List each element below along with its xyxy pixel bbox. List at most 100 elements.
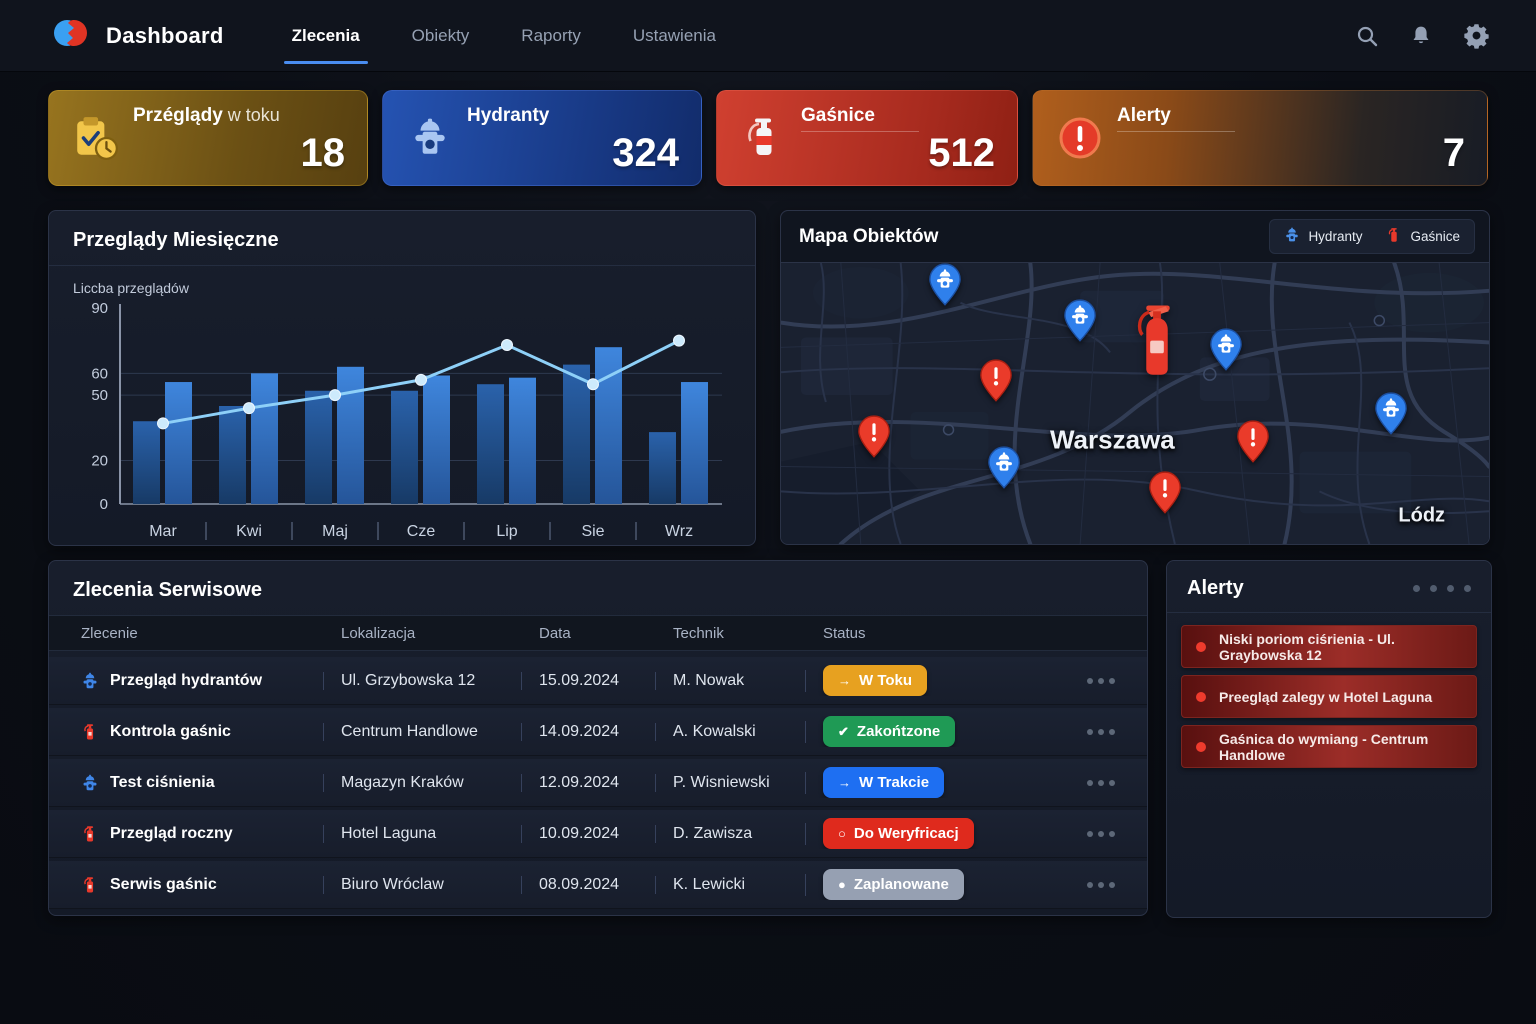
map-pin-alert[interactable] xyxy=(979,358,1013,407)
card-title: Alerty xyxy=(1117,105,1465,132)
location-cell: Biuro Wróclaw xyxy=(323,876,521,894)
table-row[interactable]: Przegląd hydrantów Ul. Grzybowska 12 15.09… xyxy=(49,657,1147,705)
status-badge-icon: → xyxy=(838,673,851,688)
column-header-data: Data xyxy=(539,624,571,642)
map-pin-alert[interactable] xyxy=(1236,420,1270,469)
map-pin-hydrant[interactable] xyxy=(1374,392,1408,441)
order-name-cell: Przegląd roczny xyxy=(75,825,323,843)
table-row[interactable]: Przegląd roczny Hotel Laguna 10.09.2024 D. … xyxy=(49,810,1147,858)
legend-item-hydranty[interactable]: Hydranty xyxy=(1284,227,1362,246)
clipboard-check-clock-icon xyxy=(63,114,129,162)
card-hydranty[interactable]: Hydranty 324 xyxy=(382,90,702,186)
row-menu-dots[interactable] xyxy=(1035,881,1121,888)
alert-text: Gaśnica do wymiang - Centrum Handlowe xyxy=(1219,730,1429,763)
map-canvas[interactable]: Warszawa Lódz xyxy=(781,263,1489,544)
card-value: 324 xyxy=(612,131,679,175)
status-badge-icon: ✔ xyxy=(838,724,849,739)
table-row[interactable]: Serwis gaśnic Biuro Wróclaw 08.09.2024 K. L… xyxy=(49,861,1147,909)
location-cell: Hotel Laguna xyxy=(323,825,521,843)
service-orders-panel: Zlecenia Serwisowe Zlecenie Lokalizacja … xyxy=(48,560,1148,916)
brand-title: Dashboard xyxy=(106,22,224,48)
row-menu-dots[interactable] xyxy=(1035,830,1121,837)
legend-item-gasnice[interactable]: Gaśnice xyxy=(1386,227,1460,246)
hydrant-icon xyxy=(1284,227,1300,246)
gear-icon[interactable] xyxy=(1463,22,1490,49)
map-streets-art xyxy=(781,263,1489,544)
table-header: Zlecenie Lokalizacja Data Technik Status xyxy=(49,615,1147,651)
column-header-zlecenie: Zlecenie xyxy=(81,624,138,642)
stat-cards: Przéglądy w toku 18 Hydranty 324 xyxy=(48,90,1488,186)
svg-text:Lip: Lip xyxy=(496,523,517,540)
card-gasnice[interactable]: Gaśnice 512 xyxy=(716,90,1018,186)
hydrant-icon xyxy=(83,774,97,790)
alert-dot-icon xyxy=(1196,741,1206,752)
extinguisher-icon xyxy=(1386,227,1402,246)
brand-group: Dashboard xyxy=(52,13,224,58)
status-badge: → W Trakcie xyxy=(823,767,945,798)
svg-text:20: 20 xyxy=(91,452,108,469)
column-header-technik: Technik xyxy=(673,624,724,642)
row-menu-dots[interactable] xyxy=(1035,677,1121,684)
alert-item[interactable]: Gaśnica do wymiang - Centrum Handlowe xyxy=(1181,725,1477,768)
technician-cell: M. Nowak xyxy=(655,672,805,690)
card-title: Hydranty xyxy=(467,105,550,126)
date-cell: 10.09.2024 xyxy=(521,825,655,843)
card-przeglady-w-toku[interactable]: Przéglądy w toku 18 xyxy=(48,90,368,186)
alerts-menu-dots[interactable] xyxy=(1413,585,1471,592)
chart-y-axis-label: Liccba przeglądów xyxy=(73,280,189,296)
svg-text:50: 50 xyxy=(91,387,108,404)
table-row[interactable]: Test ciśnienia Magazyn Kraków 12.09.2024 P.… xyxy=(49,759,1147,807)
map-pin-hydrant[interactable] xyxy=(1063,299,1097,348)
card-title: Przéglądy w toku xyxy=(133,105,280,126)
row-menu-dots[interactable] xyxy=(1035,779,1121,786)
date-cell: 15.09.2024 xyxy=(521,672,655,690)
alert-dot-icon xyxy=(1196,691,1206,702)
table-row[interactable]: Kontrola gaśnic Centrum Handlowe 14.09.202… xyxy=(49,708,1147,756)
bell-icon[interactable] xyxy=(1409,24,1433,48)
search-icon[interactable] xyxy=(1355,24,1379,48)
extinguisher-icon xyxy=(84,723,94,740)
map-legend: Hydranty Gaśnice xyxy=(1269,219,1475,254)
date-cell: 14.09.2024 xyxy=(521,723,655,741)
status-cell: ● Zaplanowane xyxy=(805,869,1035,900)
table-body: Przegląd hydrantów Ul. Grzybowska 12 15.09… xyxy=(49,651,1147,909)
nav-item-ustawienia[interactable]: Ustawienia xyxy=(632,25,716,45)
map-pin-hydrant[interactable] xyxy=(1209,327,1243,376)
objects-map-panel: Mapa Obiektów Hydranty Gaśnice xyxy=(780,210,1490,545)
technician-cell: A. Kowalski xyxy=(655,723,805,741)
alert-text: Preegląd zalegy w Hotel Laguna xyxy=(1219,688,1433,705)
monthly-reviews-panel: Przeglądy Miesięczne Liccba przeglądów 9… xyxy=(48,210,756,546)
alert-circle-icon xyxy=(1047,114,1113,162)
column-header-lokalizacja: Lokalizacja xyxy=(341,624,416,642)
main-nav: Zlecenia Obiekty Raporty Ustawienia xyxy=(283,0,718,72)
map-pin-hydrant[interactable] xyxy=(987,446,1021,495)
map-pin-alert[interactable] xyxy=(1148,471,1182,520)
column-header-status: Status xyxy=(823,624,866,642)
status-badge-icon: ● xyxy=(838,877,846,892)
status-badge: → W Toku xyxy=(823,665,928,696)
map-pin-alert[interactable] xyxy=(857,415,891,464)
card-value: 512 xyxy=(928,131,995,175)
app-logo[interactable] xyxy=(52,13,92,58)
extinguisher-icon xyxy=(84,876,94,893)
alerts-list: Niski poriom ciśrienia - Ul. Graybowska … xyxy=(1167,613,1491,780)
nav-item-raporty[interactable]: Raporty xyxy=(521,25,581,45)
row-menu-dots[interactable] xyxy=(1035,728,1121,735)
card-title: Gaśnice xyxy=(801,105,995,132)
nav-item-obiekty[interactable]: Obiekty xyxy=(411,25,470,45)
alerts-header: Alerty xyxy=(1167,561,1491,612)
card-value: 18 xyxy=(300,131,346,175)
alert-item[interactable]: Niski poriom ciśrienia - Ul. Graybowska … xyxy=(1181,625,1477,668)
table-title: Zlecenia Serwisowe xyxy=(73,579,262,601)
map-marker-extinguisher[interactable] xyxy=(1134,304,1180,391)
status-badge: ● Zaplanowane xyxy=(823,869,964,900)
alert-item[interactable]: Preegląd zalegy w Hotel Laguna xyxy=(1181,675,1477,718)
order-name-cell: Test ciśnienia xyxy=(75,774,323,792)
svg-text:90: 90 xyxy=(91,300,108,317)
card-alerty[interactable]: Alerty 7 xyxy=(1032,90,1488,186)
status-cell: → W Trakcie xyxy=(805,767,1035,798)
map-pin-hydrant[interactable] xyxy=(928,263,962,312)
location-cell: Centrum Handlowe xyxy=(323,723,521,741)
nav-item-zlecenia[interactable]: Zlecenia xyxy=(283,0,368,72)
alerts-panel: Alerty Niski poriom ciśrienia - Ul. Gray… xyxy=(1166,560,1492,918)
